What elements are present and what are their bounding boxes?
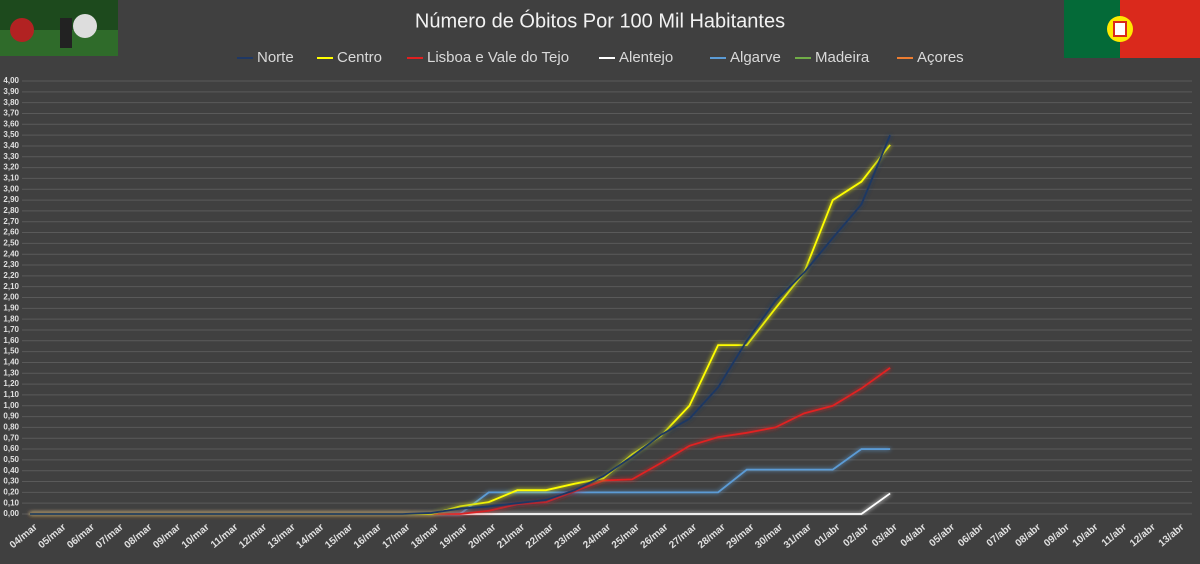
y-tick-label: 3,40: [3, 141, 19, 150]
y-tick-label: 1,10: [3, 390, 19, 399]
y-tick-label: 1,40: [3, 358, 19, 367]
y-tick-label: 2,20: [3, 271, 19, 280]
y-tick-label: 1,50: [3, 347, 19, 356]
y-tick-label: 1,00: [3, 401, 19, 410]
y-tick-label: 2,40: [3, 249, 19, 258]
y-tick-label: 2,00: [3, 293, 19, 302]
y-tick-label: 3,50: [3, 130, 19, 139]
y-tick-label: 0,30: [3, 477, 19, 486]
legend-label: Lisboa e Vale do Tejo: [427, 49, 569, 66]
legend-label: Norte: [257, 49, 294, 66]
legend-label: Centro: [337, 49, 382, 66]
y-tick-label: 1,20: [3, 379, 19, 388]
legend-label: Algarve: [730, 49, 781, 66]
y-tick-label: 1,30: [3, 368, 19, 377]
y-tick-label: 2,10: [3, 282, 19, 291]
series-line: [30, 134, 891, 515]
y-tick-label: 1,70: [3, 325, 19, 334]
y-tick-label: 0,50: [3, 455, 19, 464]
y-tick-label: 3,60: [3, 119, 19, 128]
y-tick-label: 3,20: [3, 163, 19, 172]
y-tick-label: 2,30: [3, 260, 19, 269]
y-tick-label: 1,90: [3, 303, 19, 312]
y-tick-label: 0,80: [3, 423, 19, 432]
y-tick-label: 3,00: [3, 184, 19, 193]
y-tick-label: 0,60: [3, 444, 19, 453]
y-tick-label: 0,00: [3, 509, 19, 518]
legend-label: Alentejo: [619, 49, 673, 66]
flag: [1064, 0, 1200, 58]
y-tick-label: 0,90: [3, 412, 19, 421]
y-tick-label: 4,00: [3, 76, 19, 85]
y-tick-label: 0,10: [3, 498, 19, 507]
y-tick-label: 2,50: [3, 238, 19, 247]
chart-title: Número de Óbitos Por 100 Mil Habitantes: [415, 9, 785, 32]
y-tick-label: 0,40: [3, 466, 19, 475]
y-tick-label: 2,60: [3, 228, 19, 237]
legend-label: Açores: [917, 49, 964, 66]
y-tick-label: 3,10: [3, 174, 19, 183]
y-tick-label: 3,80: [3, 98, 19, 107]
y-tick-label: 1,80: [3, 314, 19, 323]
y-tick-label: 0,20: [3, 487, 19, 496]
y-tick-label: 0,70: [3, 433, 19, 442]
y-tick-label: 3,70: [3, 109, 19, 118]
y-tick-label: 1,60: [3, 336, 19, 345]
y-tick-label: 2,80: [3, 206, 19, 215]
y-tick-label: 2,90: [3, 195, 19, 204]
y-tick-label: 3,30: [3, 152, 19, 161]
logo: [0, 0, 118, 56]
y-tick-label: 2,70: [3, 217, 19, 226]
legend-label: Madeira: [815, 49, 870, 66]
y-tick-label: 3,90: [3, 87, 19, 96]
